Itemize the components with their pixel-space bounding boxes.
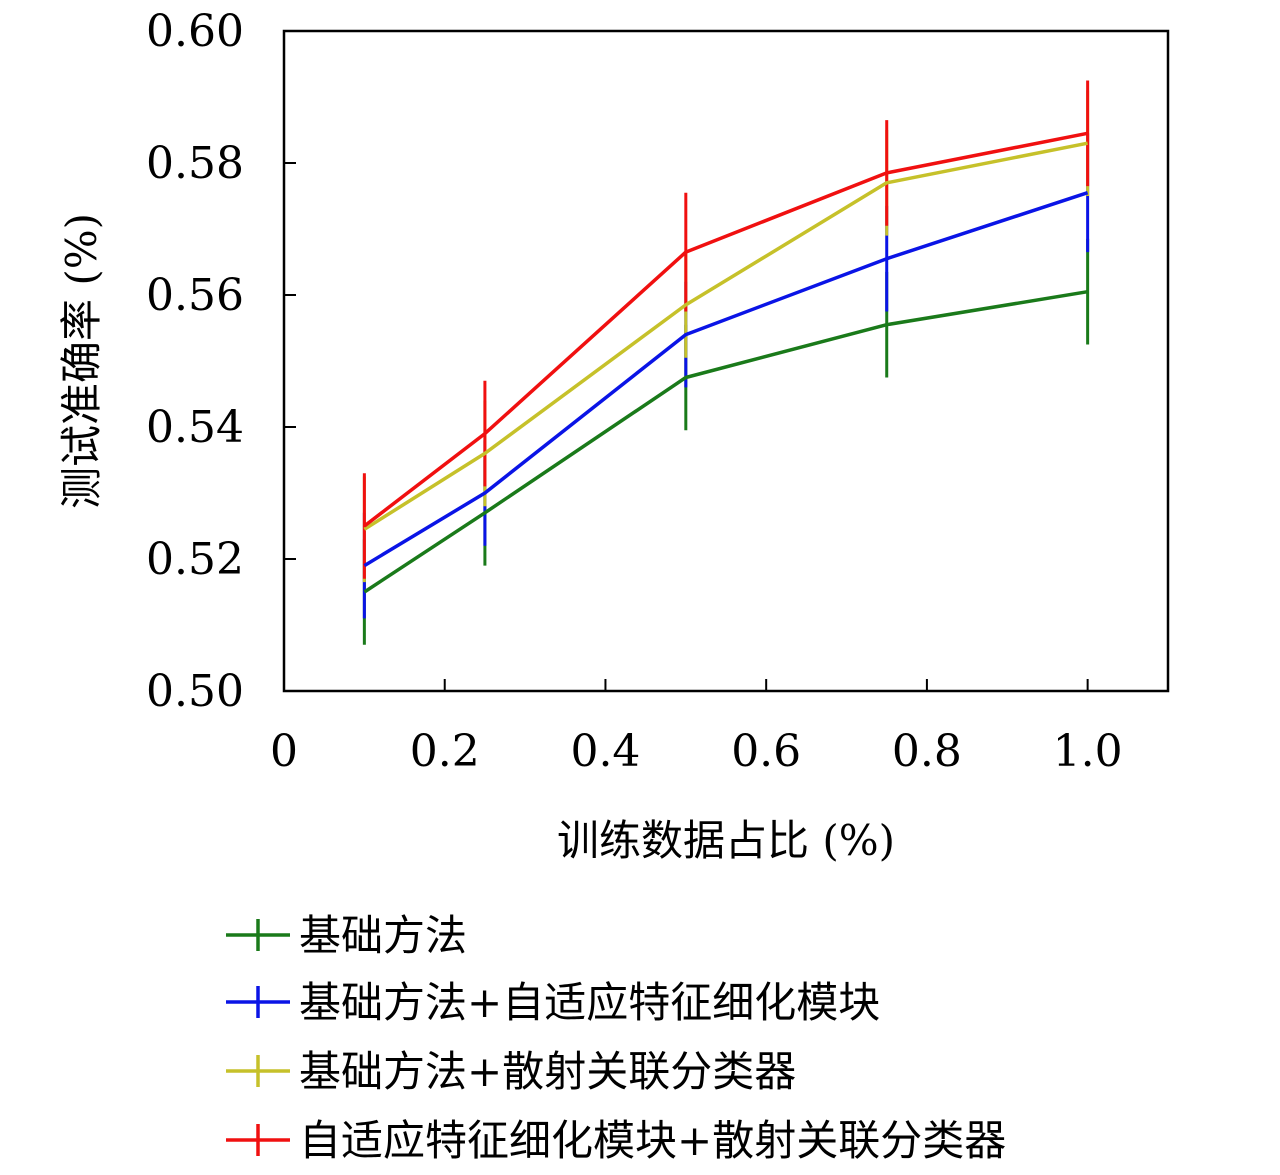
series-line-3 <box>363 141 1088 531</box>
x-tick-label: 0.6 <box>731 726 801 777</box>
x-axis-ticks: 0 0.2 0.4 0.6 0.8 1.0 <box>270 679 1123 777</box>
x-tick-label: 1.0 <box>1053 726 1123 777</box>
y-tick-label: 0.58 <box>146 138 244 189</box>
y-tick-label: 0.50 <box>146 666 244 717</box>
y-tick-label: 0.52 <box>146 534 244 585</box>
y-axis-label: 测试准确率 (%) <box>57 213 106 509</box>
series-line-1 <box>363 289 1088 594</box>
series-lines <box>363 131 1089 594</box>
legend-label-2: 基础方法+自适应特征细化模块 <box>299 978 880 1027</box>
legend-label-3: 基础方法+散射关联分类器 <box>299 1047 796 1096</box>
x-tick-label: 0.4 <box>570 726 640 777</box>
y-tick-label: 0.54 <box>146 402 244 453</box>
y-tick-label: 0.60 <box>146 6 244 57</box>
legend-label-4: 自适应特征细化模块+散射关联分类器 <box>299 1116 1006 1165</box>
x-axis-label: 训练数据占比 (%) <box>557 816 895 865</box>
x-tick-label: 0.8 <box>892 726 962 777</box>
y-tick-label: 0.56 <box>146 270 244 321</box>
legend-label-1: 基础方法 <box>299 911 467 960</box>
series-line-2 <box>363 191 1089 568</box>
plot-frame <box>282 29 1170 693</box>
series-line-4 <box>363 131 1088 528</box>
x-tick-label: 0.2 <box>410 726 480 777</box>
legend: 基础方法基础方法+自适应特征细化模块基础方法+散射关联分类器自适应特征细化模块+… <box>226 911 1006 1165</box>
y-axis-ticks: 0.50 0.52 0.54 0.56 0.58 0.60 <box>146 6 296 717</box>
x-tick-label: 0 <box>270 726 298 777</box>
